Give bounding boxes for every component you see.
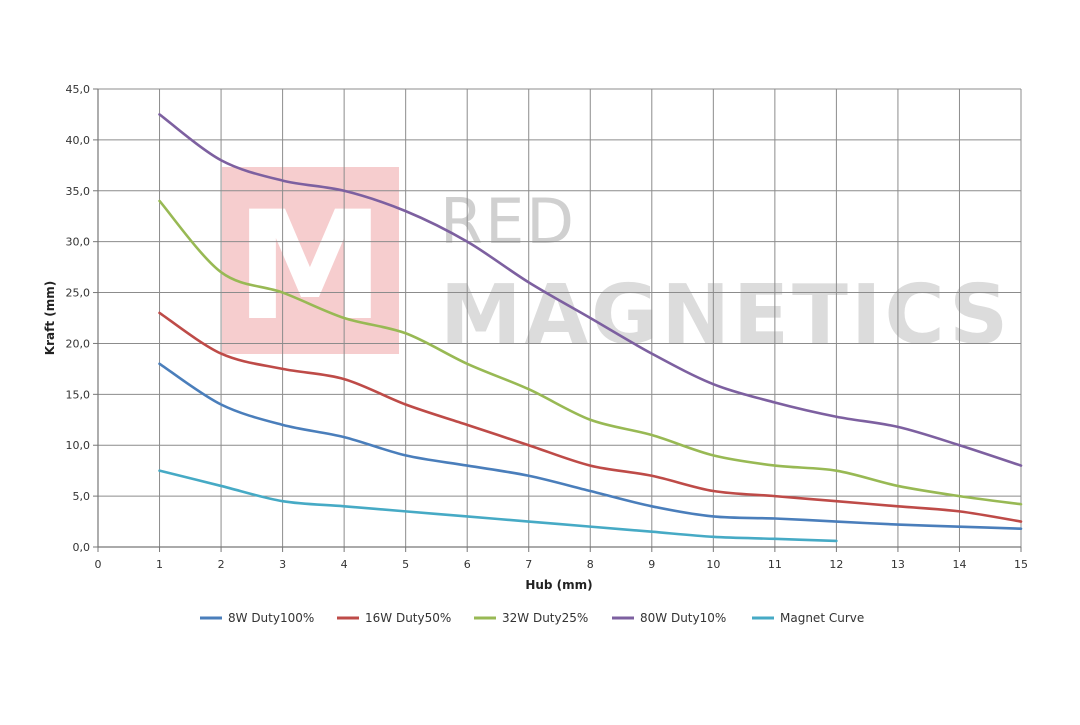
y-tick-label: 35,0 (66, 185, 91, 198)
y-tick-label: 40,0 (66, 134, 91, 147)
y-tick-label: 30,0 (66, 236, 91, 249)
y-axis-ticks: 0,0 5,0 10,0 15,0 20,0 25,0 30,0 35,0 40,0 45,0 (66, 83, 98, 554)
x-tick-label: 9 (648, 558, 655, 571)
x-tick-label: 7 (525, 558, 532, 571)
x-axis-ticks: 0 1 2 3 4 5 6 7 8 9 10 11 12 13 14 15 (95, 547, 1028, 571)
x-tick-label: 3 (279, 558, 286, 571)
legend-label: 16W Duty50% (365, 611, 451, 625)
x-axis-title: Hub (mm) (525, 578, 592, 592)
watermark-line2: MAGNETICS (440, 268, 1011, 363)
x-tick-label: 5 (402, 558, 409, 571)
series-line-3 (158, 113, 1023, 467)
legend-label: 8W Duty100% (228, 611, 314, 625)
y-tick-label: 10,0 (66, 439, 91, 452)
x-tick-label: 6 (464, 558, 471, 571)
legend-label: 32W Duty25% (502, 611, 588, 625)
x-tick-label: 8 (587, 558, 594, 571)
legend: 8W Duty100% 16W Duty50% 32W Duty25% 80W Dut… (200, 611, 864, 625)
x-tick-label: 15 (1014, 558, 1028, 571)
legend-label: Magnet Curve (780, 611, 864, 625)
x-tick-label: 14 (952, 558, 966, 571)
x-tick-label: 2 (218, 558, 225, 571)
y-tick-label: 45,0 (66, 83, 91, 96)
y-tick-label: 0,0 (73, 541, 91, 554)
x-tick-label: 12 (829, 558, 843, 571)
x-tick-label: 10 (706, 558, 720, 571)
y-tick-label: 25,0 (66, 287, 91, 300)
x-tick-label: 4 (341, 558, 348, 571)
legend-label: 80W Duty10% (640, 611, 726, 625)
series-line-0 (158, 362, 1023, 530)
y-tick-label: 15,0 (66, 388, 91, 401)
y-tick-label: 5,0 (73, 490, 91, 503)
x-tick-label: 1 (156, 558, 163, 571)
series-line-2 (158, 199, 1023, 506)
y-axis-title: Kraft (mm) (43, 281, 57, 355)
watermark-line1: RED (440, 185, 576, 258)
y-tick-label: 20,0 (66, 337, 91, 350)
series-line-4 (158, 469, 838, 543)
x-tick-label: 11 (768, 558, 782, 571)
x-tick-label: 0 (95, 558, 102, 571)
series-layer (158, 113, 1023, 543)
watermark-logo-letter: M (235, 180, 384, 354)
series-line-1 (158, 311, 1023, 523)
x-tick-label: 13 (891, 558, 905, 571)
